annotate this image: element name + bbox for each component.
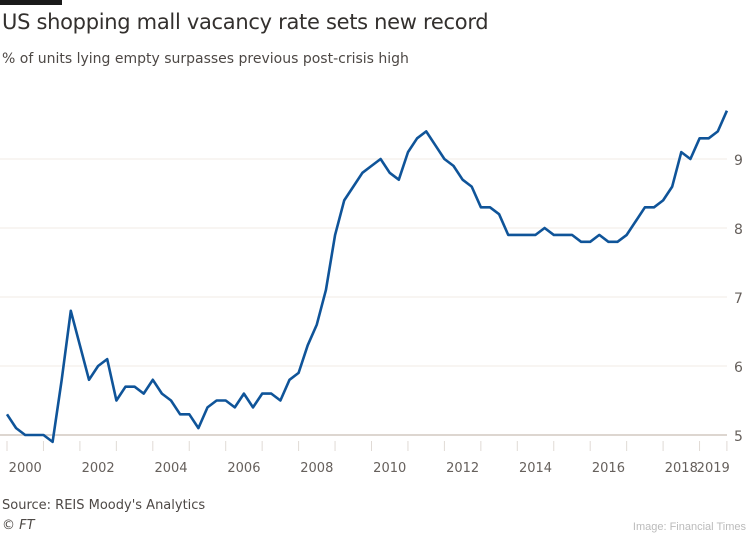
x-tick-label: 2019 xyxy=(697,461,730,476)
y-tick-label: 7 xyxy=(734,291,743,307)
y-tick-label: 8 xyxy=(734,222,743,238)
x-tick-label: 2008 xyxy=(300,461,333,476)
x-tick-label: 2006 xyxy=(227,461,260,476)
x-tick-label: 2000 xyxy=(9,461,42,476)
y-tick-label: 6 xyxy=(734,360,743,376)
x-tick-label: 2004 xyxy=(154,461,187,476)
x-tick-label: 2014 xyxy=(519,461,552,476)
chart-subtitle: % of units lying empty surpasses previou… xyxy=(2,51,409,67)
x-tick-label: 2012 xyxy=(446,461,479,476)
x-tick-label: 2002 xyxy=(82,461,115,476)
source-note: Source: REIS Moody's Analytics xyxy=(2,498,206,513)
image-credit: Image: Financial Times xyxy=(632,521,746,533)
x-tick-label: 2016 xyxy=(592,461,625,476)
chart-title: US shopping mall vacancy rate sets new r… xyxy=(2,10,489,34)
y-tick-label: 9 xyxy=(734,153,743,169)
x-tick-label: 2010 xyxy=(373,461,406,476)
vacancy-rate-line xyxy=(5,110,729,444)
y-tick-label: 5 xyxy=(734,429,743,445)
copyright: © FT xyxy=(2,518,35,533)
ft-top-bar xyxy=(0,0,62,5)
x-tick-label: 2018 xyxy=(665,461,698,476)
